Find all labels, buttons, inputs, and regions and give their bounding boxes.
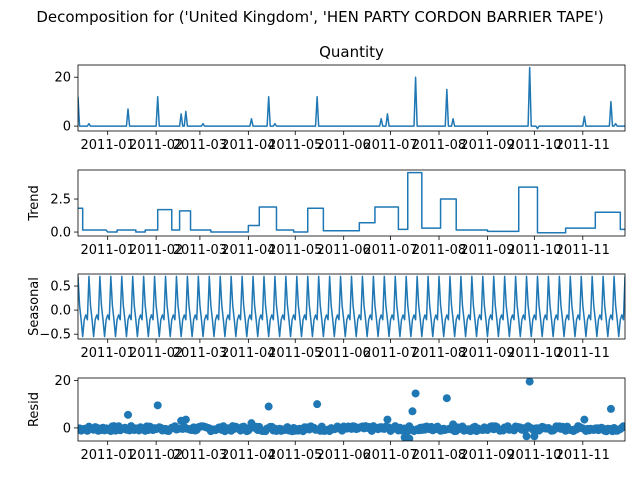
resid-xtick-label: 2011-02 bbox=[129, 448, 183, 463]
trend-xtick-label: 2011-10 bbox=[507, 243, 561, 258]
seasonal-xtick-label: 2011-06 bbox=[317, 346, 371, 361]
trend-plot-area bbox=[78, 171, 625, 234]
resid-xtick-label: 2011-01 bbox=[81, 448, 135, 463]
trend-xtick-label: 2011-01 bbox=[81, 243, 135, 258]
seasonal-ytick-label: 0.5 bbox=[50, 280, 71, 295]
resid-point bbox=[621, 422, 625, 431]
resid-xtick-label: 2011-03 bbox=[173, 448, 227, 463]
resid-point bbox=[442, 394, 451, 403]
resid-axes-frame bbox=[77, 377, 626, 442]
observed-xtick-label: 2011-05 bbox=[268, 138, 322, 153]
resid-point bbox=[530, 432, 539, 441]
resid-point bbox=[525, 378, 534, 386]
resid-xtick-label: 2011-10 bbox=[507, 448, 561, 463]
panel-resid: 0202011-012011-022011-032011-042011-0520… bbox=[27, 374, 626, 463]
resid-point bbox=[181, 415, 190, 424]
resid-point bbox=[153, 401, 162, 410]
observed-axes-frame bbox=[77, 64, 626, 132]
panel-seasonal: −0.50.00.52011-012011-022011-032011-0420… bbox=[27, 273, 626, 361]
seasonal-axes-frame bbox=[77, 273, 626, 340]
seasonal-xtick-label: 2011-11 bbox=[556, 346, 610, 361]
observed-xtick-label: 2011-06 bbox=[317, 138, 371, 153]
seasonal-xtick-label: 2011-10 bbox=[507, 346, 561, 361]
trend-xtick-label: 2011-02 bbox=[129, 243, 183, 258]
panels: 0202011-012011-022011-032011-042011-0520… bbox=[27, 43, 626, 463]
seasonal-xtick-label: 2011-03 bbox=[173, 346, 227, 361]
resid-point bbox=[313, 400, 322, 409]
resid-xtick-label: 2011-09 bbox=[460, 448, 514, 463]
resid-point bbox=[405, 434, 414, 441]
resid-xtick-label: 2011-04 bbox=[221, 448, 275, 463]
trend-xtick-label: 2011-07 bbox=[363, 243, 417, 258]
trend-series-line bbox=[78, 171, 625, 234]
trend-xtick-label: 2011-11 bbox=[556, 243, 610, 258]
resid-point bbox=[580, 415, 589, 424]
seasonal-ytick-label: 0.0 bbox=[50, 304, 71, 319]
seasonal-xtick-label: 2011-04 bbox=[221, 346, 275, 361]
seasonal-xtick-label: 2011-08 bbox=[412, 346, 466, 361]
seasonal-series-line bbox=[78, 275, 625, 338]
resid-point bbox=[522, 432, 531, 441]
resid-point bbox=[606, 404, 615, 413]
panel-trend: 0.02.52011-012011-022011-032011-042011-0… bbox=[27, 169, 626, 258]
resid-xtick-label: 2011-06 bbox=[317, 448, 371, 463]
seasonal-xtick-label: 2011-07 bbox=[363, 346, 417, 361]
trend-xtick-label: 2011-05 bbox=[268, 243, 322, 258]
observed-xtick-label: 2011-03 bbox=[173, 138, 227, 153]
seasonal-ytick-label: −0.5 bbox=[39, 328, 71, 343]
resid-point bbox=[383, 415, 392, 424]
observed-ytick-label: 20 bbox=[54, 71, 71, 86]
observed-xtick-label: 2011-11 bbox=[556, 138, 610, 153]
trend-xtick-label: 2011-06 bbox=[317, 243, 371, 258]
observed-xtick-label: 2011-01 bbox=[81, 138, 135, 153]
resid-xtick-label: 2011-08 bbox=[412, 448, 466, 463]
seasonal-xtick-label: 2011-05 bbox=[268, 346, 322, 361]
observed-xtick-label: 2011-07 bbox=[363, 138, 417, 153]
resid-plot-area bbox=[78, 378, 625, 441]
observed-series-line bbox=[78, 66, 625, 130]
trend-ytick-label: 0.0 bbox=[50, 226, 71, 241]
observed-xtick-label: 2011-04 bbox=[221, 138, 275, 153]
resid-point bbox=[408, 407, 417, 416]
seasonal-plot-area bbox=[78, 275, 625, 338]
resid-ytick-label: 20 bbox=[54, 374, 71, 389]
resid-xtick-label: 2011-11 bbox=[556, 448, 610, 463]
observed-xtick-label: 2011-02 bbox=[129, 138, 183, 153]
resid-point bbox=[411, 389, 420, 398]
observed-xtick-label: 2011-10 bbox=[507, 138, 561, 153]
trend-axes-frame bbox=[77, 169, 626, 237]
panel-observed: 0202011-012011-022011-032011-042011-0520… bbox=[54, 43, 626, 153]
seasonal-ylabel: Seasonal bbox=[27, 277, 42, 336]
trend-ylabel: Trend bbox=[27, 185, 42, 222]
seasonal-xtick-label: 2011-01 bbox=[81, 346, 135, 361]
observed-plot-area bbox=[78, 66, 625, 130]
resid-point bbox=[264, 402, 273, 411]
observed-xtick-label: 2011-09 bbox=[460, 138, 514, 153]
trend-xtick-label: 2011-08 bbox=[412, 243, 466, 258]
observed-xtick-label: 2011-08 bbox=[412, 138, 466, 153]
observed-ytick-label: 0 bbox=[63, 120, 71, 135]
trend-ytick-label: 2.5 bbox=[50, 193, 71, 208]
resid-ytick-label: 0 bbox=[63, 421, 71, 436]
resid-xtick-label: 2011-05 bbox=[268, 448, 322, 463]
resid-ylabel: Resid bbox=[27, 392, 42, 427]
trend-xtick-label: 2011-03 bbox=[173, 243, 227, 258]
observed-title: Quantity bbox=[319, 43, 384, 61]
figure-suptitle: Decomposition for ('United Kingdom', 'HE… bbox=[36, 8, 603, 26]
trend-xtick-label: 2011-09 bbox=[460, 243, 514, 258]
resid-xtick-label: 2011-07 bbox=[363, 448, 417, 463]
seasonal-xtick-label: 2011-02 bbox=[129, 346, 183, 361]
resid-point bbox=[124, 410, 133, 419]
trend-xtick-label: 2011-04 bbox=[221, 243, 275, 258]
seasonal-xtick-label: 2011-09 bbox=[460, 346, 514, 361]
